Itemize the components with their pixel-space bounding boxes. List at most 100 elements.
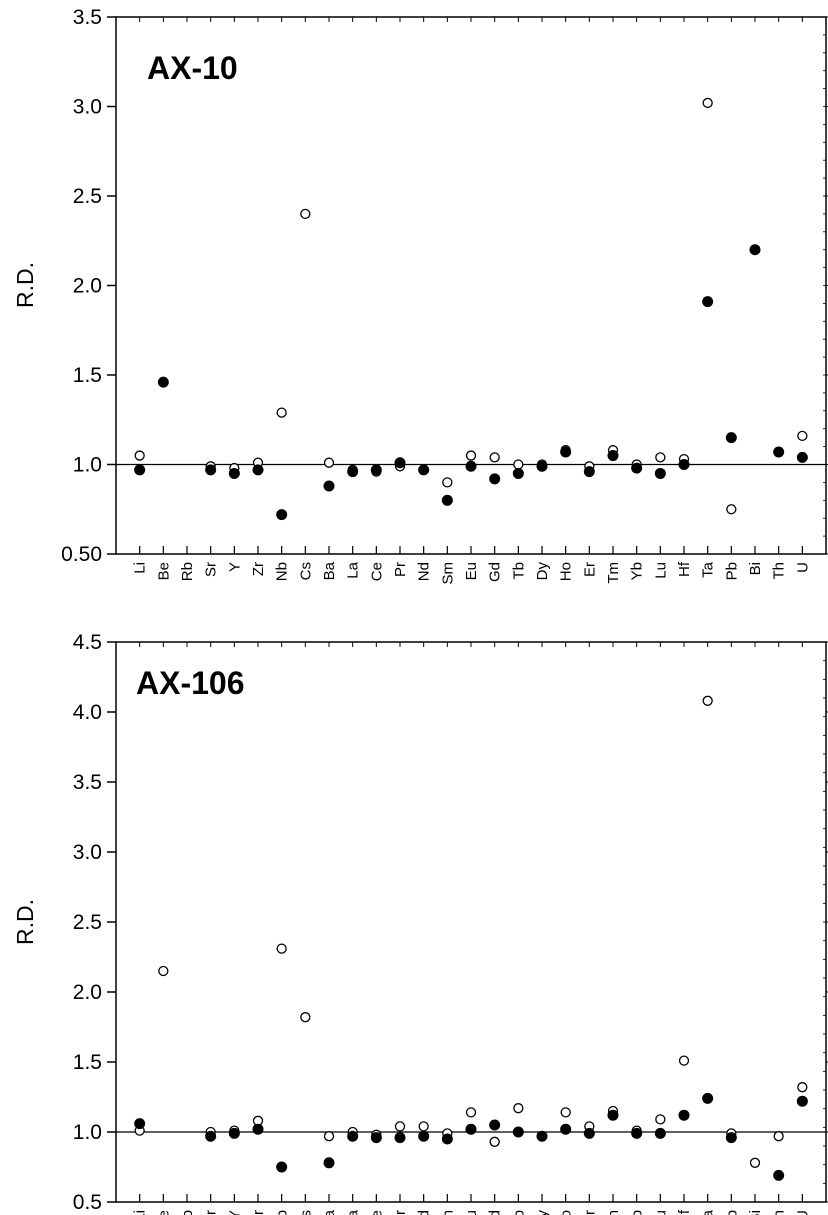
category-label: Er <box>581 562 598 577</box>
data-points <box>134 695 808 1181</box>
plot-frame <box>115 16 827 555</box>
y-axis-label: R.D. <box>12 262 38 308</box>
filled-point <box>489 473 501 485</box>
category-label: Th <box>771 562 788 580</box>
open-point <box>300 208 311 220</box>
filled-point <box>394 1132 406 1144</box>
category-label: Hf <box>676 1209 693 1215</box>
open-point <box>300 1012 311 1023</box>
x-ticks <box>139 642 803 1202</box>
category-label: Ho <box>558 562 575 581</box>
category-label: Pb <box>723 562 740 580</box>
category-label: La <box>345 1209 362 1215</box>
filled-point <box>749 244 761 256</box>
open-point <box>323 457 335 468</box>
y-tick-label: 3.5 <box>73 771 102 794</box>
category-label: Sr <box>203 562 220 577</box>
filled-point <box>583 1127 595 1139</box>
category-label: Tb <box>510 562 527 580</box>
open-point <box>797 430 808 442</box>
category-label: Ce <box>368 562 385 581</box>
y-tick-label: 1.0 <box>73 454 102 477</box>
filled-point <box>252 464 264 476</box>
open-point <box>726 504 737 515</box>
open-point <box>513 459 524 470</box>
category-label: Sm <box>439 1210 456 1215</box>
open-point <box>655 1114 666 1125</box>
filled-point <box>489 1119 501 1131</box>
filled-point <box>252 1123 264 1135</box>
filled-point <box>370 1132 382 1144</box>
filled-point <box>228 467 240 479</box>
filled-point <box>323 480 335 492</box>
category-label: Nd <box>416 1210 433 1215</box>
category-label: Be <box>155 562 172 580</box>
category-label: Zr <box>250 1210 267 1215</box>
filled-point <box>441 494 453 506</box>
open-point <box>323 1131 335 1142</box>
category-label: Ta <box>700 561 717 578</box>
open-point <box>465 450 477 461</box>
open-point <box>465 1107 477 1118</box>
category-label: Sm <box>439 562 456 585</box>
open-point <box>158 965 169 977</box>
open-point <box>394 1121 406 1132</box>
filled-point <box>512 1126 524 1138</box>
category-label: Eu <box>463 562 480 580</box>
filled-point <box>465 1123 477 1135</box>
filled-point <box>370 464 382 476</box>
category-label: Er <box>581 1210 598 1215</box>
filled-point <box>678 459 690 470</box>
category-label: Tm <box>605 1210 622 1215</box>
y-tick-label: 2.5 <box>73 185 102 208</box>
category-label: La <box>345 561 362 578</box>
filled-point <box>702 1092 714 1104</box>
y-axis-label: R.D. <box>12 899 38 945</box>
filled-point <box>631 462 643 474</box>
category-label: Pr <box>392 562 409 577</box>
y-tick-label: 0.5 <box>73 1191 102 1214</box>
filled-point <box>347 1130 359 1142</box>
y-tick-label: 3.5 <box>73 6 102 29</box>
y-ticks <box>107 16 828 555</box>
category-label: Eu <box>463 1210 480 1215</box>
filled-point <box>607 450 619 462</box>
y-tick-label: 2.5 <box>73 911 102 934</box>
y-tick-label: 2.0 <box>73 275 102 298</box>
category-label: Ba <box>321 1209 338 1215</box>
category-label: U <box>794 562 811 573</box>
filled-point <box>134 1118 146 1130</box>
open-point <box>702 97 713 109</box>
filled-point <box>205 464 217 476</box>
filled-point <box>347 466 359 478</box>
panel-title: AX-10 <box>147 50 238 86</box>
filled-point <box>607 1109 619 1121</box>
open-point <box>418 1121 429 1132</box>
y-tick-labels: 0.5 1.0 1.5 2.0 2.5 3.0 3.5 4.0 4.5 <box>73 631 102 1214</box>
category-label: Th <box>771 1210 788 1215</box>
category-label: Gd <box>487 562 504 582</box>
filled-point <box>276 509 288 521</box>
open-point <box>797 1082 808 1093</box>
filled-point <box>157 376 169 388</box>
open-point <box>276 943 287 954</box>
filled-point <box>276 1161 288 1173</box>
category-label: Lu <box>652 1210 669 1215</box>
category-label: Pb <box>723 1210 740 1215</box>
category-label: Tb <box>510 1210 527 1215</box>
open-point <box>773 1131 784 1142</box>
filled-point <box>465 460 477 472</box>
category-label: Cs <box>297 562 314 580</box>
category-label: Ho <box>558 1210 575 1215</box>
category-label: Ce <box>368 1210 385 1215</box>
open-point <box>134 450 145 461</box>
category-label: Nb <box>274 1210 291 1215</box>
open-point <box>489 1136 500 1147</box>
category-label: Y <box>226 1210 243 1215</box>
filled-point <box>418 464 430 476</box>
filled-point <box>560 446 572 458</box>
filled-point <box>323 1157 335 1169</box>
open-point <box>702 695 713 706</box>
filled-point <box>583 466 595 478</box>
